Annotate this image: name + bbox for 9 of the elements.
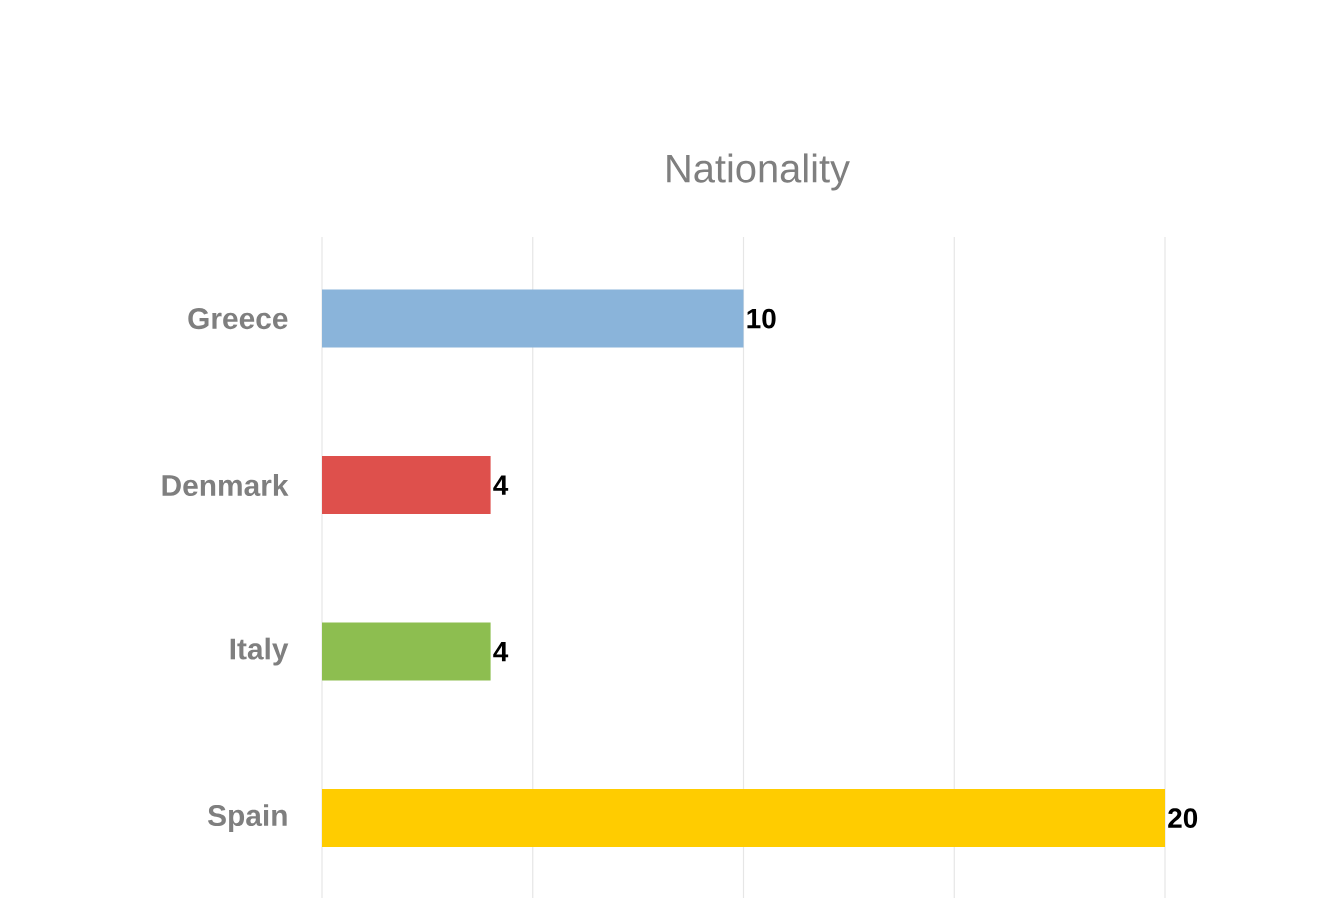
- chart-title: Nationality: [667, 153, 850, 191]
- data-label: 4: [493, 641, 509, 662]
- data-label: 10: [747, 308, 776, 329]
- y-tick-label: Greece: [188, 308, 288, 330]
- y-tick-label: Spain: [207, 804, 287, 833]
- y-tick-label: Denmark: [162, 474, 289, 497]
- data-label: 20: [1168, 808, 1198, 828]
- data-label: 4: [493, 475, 509, 495]
- y-tick-label: Italy: [230, 637, 289, 666]
